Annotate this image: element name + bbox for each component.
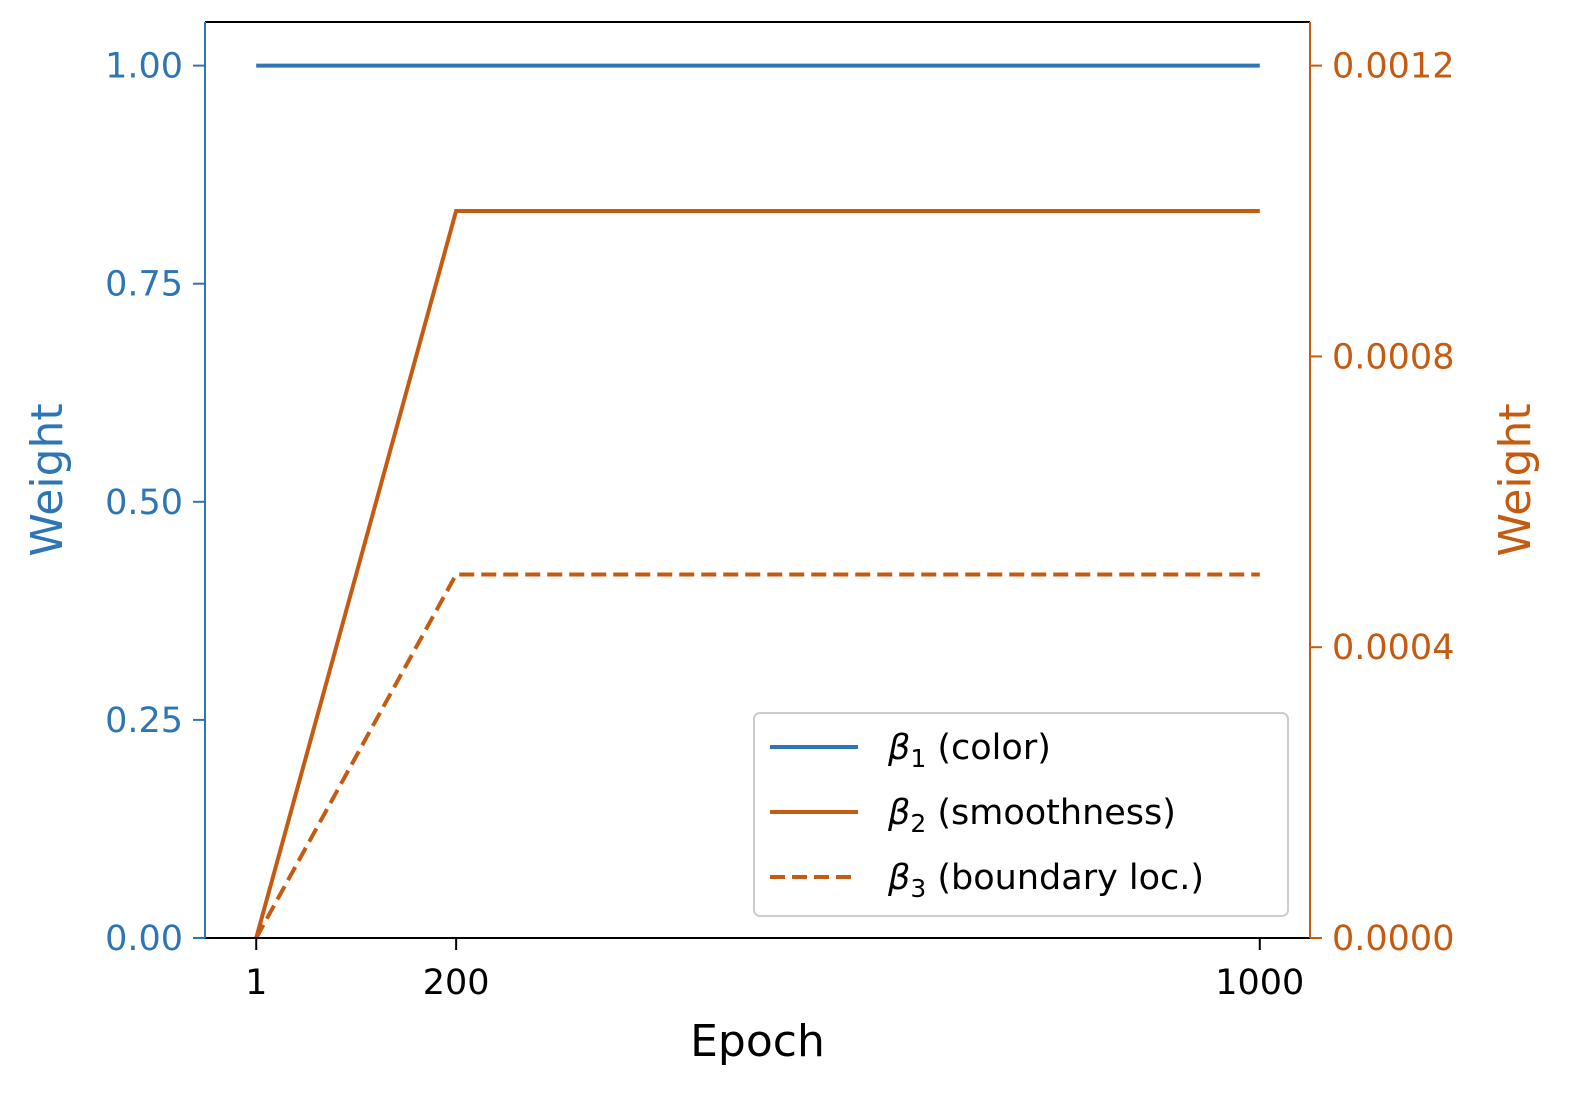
left-y-tick-label: 0.25 — [105, 701, 183, 741]
x-tick-label: 200 — [423, 963, 490, 1003]
left-y-tick-label: 0.00 — [105, 919, 183, 959]
left-y-axis: 0.00 0.25 0.50 0.75 1.00 — [105, 47, 205, 959]
legend-text: (smoothness) — [926, 793, 1176, 833]
legend-label-2: β2 (smoothness) — [887, 793, 1176, 838]
legend-symbol: β — [887, 728, 910, 768]
legend-box — [753, 712, 1289, 917]
series-layer — [254, 63, 1260, 939]
left-y-tick-label: 0.50 — [105, 483, 183, 523]
x-axis: 1 200 1000 — [245, 938, 1304, 1003]
legend-label-1: β1 (color) — [887, 728, 1051, 773]
plot-frame — [204, 21, 1311, 939]
x-tick-label: 1000 — [1215, 963, 1304, 1003]
right-y-tick-label: 0.0004 — [1332, 628, 1454, 668]
legend-text: (color) — [926, 728, 1051, 768]
x-tick-label: 1 — [245, 963, 267, 1003]
legend-text: (boundary loc.) — [926, 858, 1204, 898]
series-line-3 — [254, 572, 1260, 939]
legend-subscript: 1 — [910, 744, 926, 773]
series-line-2 — [254, 209, 1260, 939]
left-y-tick-label: 0.75 — [105, 265, 183, 305]
right-y-axis-label: Weight — [1490, 403, 1541, 556]
left-y-tick-label: 1.00 — [105, 47, 183, 87]
legend-subscript: 3 — [910, 874, 926, 903]
legend-label-3: β3 (boundary loc.) — [887, 858, 1204, 903]
right-y-axis: 0.0000 0.0004 0.0008 0.0012 — [1310, 47, 1454, 959]
right-y-tick-label: 0.0000 — [1332, 919, 1454, 959]
x-axis-label: Epoch — [690, 1016, 825, 1067]
legend-symbol: β — [887, 793, 910, 833]
legend-subscript: 2 — [910, 809, 926, 838]
right-y-tick-label: 0.0008 — [1332, 337, 1454, 377]
legend-symbol: β — [887, 858, 910, 898]
left-y-axis-label: Weight — [22, 403, 73, 556]
legend: β1 (color)β2 (smoothness)β3 (boundary lo… — [753, 712, 1289, 917]
right-y-tick-label: 0.0012 — [1332, 47, 1454, 87]
